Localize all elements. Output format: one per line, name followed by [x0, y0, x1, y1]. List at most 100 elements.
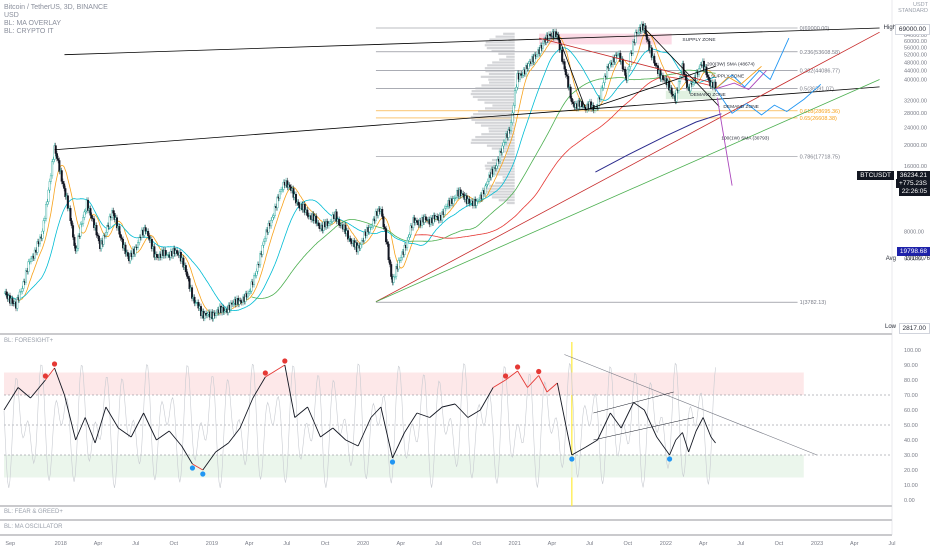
volume-profile-bar [485, 41, 515, 44]
candle-body [699, 64, 702, 69]
candle-body [469, 202, 472, 204]
oscillator-main-line [345, 439, 359, 447]
ma-oscillator-pane-label[interactable]: BL: MA OSCILLATOR [4, 524, 63, 530]
indicator-ma-overlay-label[interactable]: BL: MA OVERLAY [4, 20, 62, 27]
candle-body [46, 201, 49, 205]
oscillator-axis-tick: 70.00 [904, 393, 918, 399]
candle-body [134, 246, 137, 255]
candle-body [510, 122, 513, 131]
candle-body [36, 241, 39, 253]
overbought-marker [262, 370, 268, 376]
oscillator-main-line [380, 406, 393, 459]
overbought-marker [282, 358, 288, 364]
volume-profile-bar [486, 144, 515, 147]
candle-body [520, 73, 523, 76]
ma-teal-line [3, 47, 716, 312]
oscillator-main-line [571, 447, 586, 456]
volume-profile-bar [473, 113, 515, 116]
time-axis-tick: Sep [5, 541, 15, 547]
candle-body [516, 73, 519, 88]
fib-level-label: 0.236(53608.58) [800, 50, 841, 56]
oscillator-main-line [118, 427, 132, 438]
candle-body [621, 58, 624, 70]
candle-body [515, 86, 518, 91]
oscillator-main-line [429, 406, 443, 418]
fear-greed-pane-label[interactable]: BL: FEAR & GREED+ [4, 509, 63, 515]
foresight-pane-label[interactable]: BL: FORESIGHT+ [4, 338, 54, 344]
oversold-marker [569, 456, 575, 462]
candle-body [286, 180, 289, 188]
candle-body [488, 174, 491, 182]
oscillator-main-line [669, 439, 677, 456]
oscillator-main-line [156, 430, 170, 441]
candle-body [329, 221, 332, 224]
candle-body [33, 249, 36, 259]
volume-profile-bar [492, 104, 515, 107]
candle-body [215, 312, 218, 316]
candle-body [481, 190, 484, 200]
candle-body [55, 153, 58, 159]
falling-red-trendline [539, 37, 710, 83]
candle-body [255, 271, 258, 276]
candle-body [182, 257, 185, 268]
price-axis-tick: 56000.00 [904, 46, 927, 52]
price-axis-tick: 24000.00 [904, 126, 927, 132]
candle-body [118, 226, 121, 235]
candle-body [89, 208, 92, 216]
projection-orange-path [715, 65, 762, 90]
candle-body [499, 150, 502, 162]
candle-body [403, 245, 406, 255]
volume-profile-bar [498, 52, 515, 55]
indicator-crypto-it-label[interactable]: BL: CRYPTO IT [4, 28, 54, 35]
candle-body [395, 266, 398, 277]
low-value-badge: 2817.00 [898, 323, 930, 334]
candle-body [38, 236, 41, 245]
volume-profile-bar [478, 110, 515, 113]
volume-profile-bar [475, 87, 515, 90]
candle-body [634, 32, 637, 43]
price-axis-tick: 8000.00 [904, 229, 924, 235]
time-axis-tick: 2019 [206, 541, 218, 547]
oscillator-main-line [265, 364, 286, 378]
candle-body [148, 235, 151, 241]
candle-body [96, 234, 99, 237]
avg-label: Avg [885, 256, 896, 262]
volume-profile-bar [484, 67, 515, 70]
candle-body [61, 181, 64, 184]
candle-body [619, 52, 622, 62]
oscillator-main-line [143, 412, 157, 441]
candle-body [16, 297, 19, 309]
chart-annotation: SUPPLY ZONE [711, 74, 744, 80]
candle-body [126, 252, 129, 257]
candle-body [689, 83, 692, 92]
candle-body [656, 65, 659, 74]
candle-body [306, 209, 309, 216]
candle-body [533, 54, 536, 63]
oscillator-axis-tick: 100.00 [904, 348, 921, 354]
time-axis-tick: Jul [435, 541, 442, 547]
volume-profile-bar [474, 121, 515, 124]
candle-body [97, 235, 100, 242]
oscillator-main-line [215, 442, 229, 453]
time-axis-tick: 2021 [509, 541, 521, 547]
candle-body [122, 239, 125, 249]
rising-wedge-line [556, 33, 587, 110]
fib-level-label: 0.382(44086.77) [800, 68, 841, 74]
candle-body [246, 292, 249, 298]
candle-body [73, 236, 76, 246]
candle-body [248, 291, 251, 294]
candle-body [153, 246, 156, 258]
candle-body [294, 194, 297, 204]
volume-profile-bar [472, 95, 515, 99]
candle-body [597, 97, 600, 109]
candle-body [714, 81, 717, 90]
axis-mode-box[interactable]: USDT STANDARD [898, 2, 928, 14]
oscillator-main-line [320, 427, 334, 438]
candle-body [632, 41, 635, 54]
oscillator-main-line [252, 376, 266, 399]
candle-body [57, 158, 60, 161]
oversold-marker [200, 471, 206, 477]
candle-body [281, 189, 284, 191]
price-axis-tick: 48000.00 [904, 60, 927, 66]
